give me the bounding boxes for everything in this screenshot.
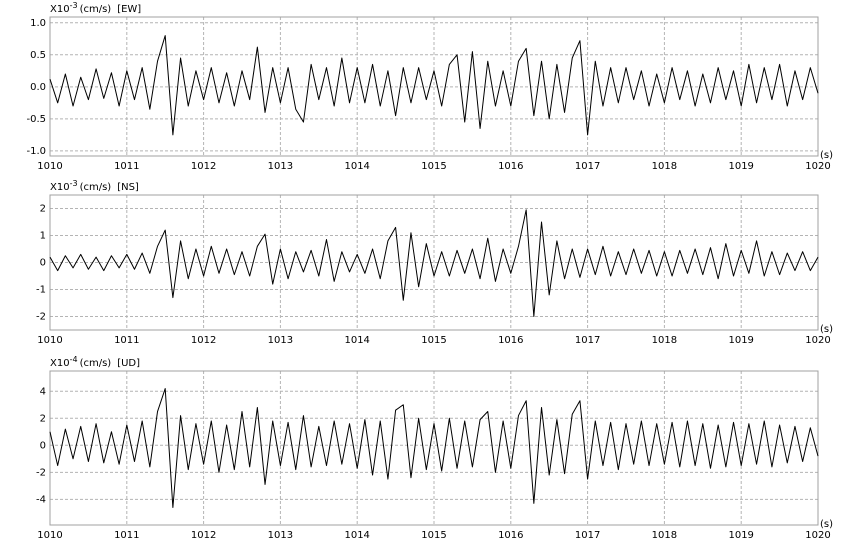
x-tick-label: 1015 <box>421 161 446 172</box>
y-tick-label: 1.0 <box>30 18 46 29</box>
x-tick-label: 1020 <box>805 161 830 172</box>
x-tick-label: 1016 <box>498 161 523 172</box>
x-tick-label: 1011 <box>114 530 139 541</box>
x-tick-label: 1020 <box>805 335 830 346</box>
y-label-exponent: -4 <box>70 355 78 364</box>
y-axis-label: X10-3 (cm/s) [NS] <box>50 179 139 194</box>
y-tick-label: -0.5 <box>26 114 46 125</box>
x-tick-label: 1019 <box>728 335 753 346</box>
x-tick-label: 1019 <box>728 530 753 541</box>
y-tick-label: 0 <box>40 258 46 269</box>
x-tick-label: 1010 <box>37 335 62 346</box>
x-tick-label: 1017 <box>575 530 600 541</box>
x-tick-label: 1015 <box>421 335 446 346</box>
y-tick-label: -4 <box>36 494 46 505</box>
waveform <box>49 35 819 136</box>
x-axis-unit: (s) <box>820 150 833 161</box>
x-tick-label: 1020 <box>805 530 830 541</box>
x-tick-label: 1011 <box>114 161 139 172</box>
x-axis-unit: (s) <box>820 324 833 335</box>
x-tick-label: 1012 <box>191 161 216 172</box>
waveform <box>49 388 819 508</box>
y-tick-label: -2 <box>36 467 46 478</box>
x-tick-label: 1018 <box>652 530 677 541</box>
x-tick-label: 1010 <box>37 161 62 172</box>
y-tick-label: 2 <box>40 413 46 424</box>
y-label-exponent: -3 <box>70 179 78 188</box>
x-tick-label: 1014 <box>344 161 369 172</box>
plot-frame <box>49 194 819 331</box>
x-tick-label: 1012 <box>191 530 216 541</box>
y-tick-label: -1.0 <box>26 146 46 157</box>
y-label-unit: (cm/s) <box>80 4 112 15</box>
x-tick-label: 1015 <box>421 530 446 541</box>
x-tick-label: 1013 <box>268 530 293 541</box>
waveform <box>49 209 819 317</box>
x-tick-label: 1014 <box>344 335 369 346</box>
y-label-component: [UD] <box>117 358 140 369</box>
x-tick-label: 1012 <box>191 335 216 346</box>
x-tick-label: 1016 <box>498 530 523 541</box>
y-tick-label: 0.0 <box>30 82 46 93</box>
y-axis-label: X10-4 (cm/s) [UD] <box>50 355 140 370</box>
y-tick-label: 0 <box>40 440 46 451</box>
y-tick-label: 2 <box>40 204 46 215</box>
y-label-component: [EW] <box>117 4 141 15</box>
y-tick-label: -1 <box>36 285 46 296</box>
plot-frame <box>49 370 819 526</box>
y-tick-label: 1 <box>40 231 46 242</box>
x-tick-label: 1018 <box>652 335 677 346</box>
x-tick-label: 1010 <box>37 530 62 541</box>
x-tick-label: 1016 <box>498 335 523 346</box>
x-tick-label: 1019 <box>728 161 753 172</box>
y-label-base: X10 <box>50 4 70 15</box>
y-tick-label: -2 <box>36 312 46 323</box>
x-tick-label: 1011 <box>114 335 139 346</box>
x-tick-label: 1014 <box>344 530 369 541</box>
y-label-base: X10 <box>50 358 70 369</box>
y-label-component: [NS] <box>117 182 139 193</box>
y-axis-label: X10-3 (cm/s) [EW] <box>50 1 141 16</box>
y-label-base: X10 <box>50 182 70 193</box>
x-tick-label: 1018 <box>652 161 677 172</box>
x-tick-label: 1017 <box>575 335 600 346</box>
y-label-exponent: -3 <box>70 1 78 10</box>
y-label-unit: (cm/s) <box>80 182 112 193</box>
x-tick-label: 1013 <box>268 161 293 172</box>
y-tick-label: 0.5 <box>30 50 46 61</box>
x-tick-label: 1017 <box>575 161 600 172</box>
x-axis-unit: (s) <box>820 519 833 530</box>
y-label-unit: (cm/s) <box>80 358 112 369</box>
plot-frame <box>49 16 819 157</box>
y-tick-label: 4 <box>40 386 46 397</box>
x-tick-label: 1013 <box>268 335 293 346</box>
